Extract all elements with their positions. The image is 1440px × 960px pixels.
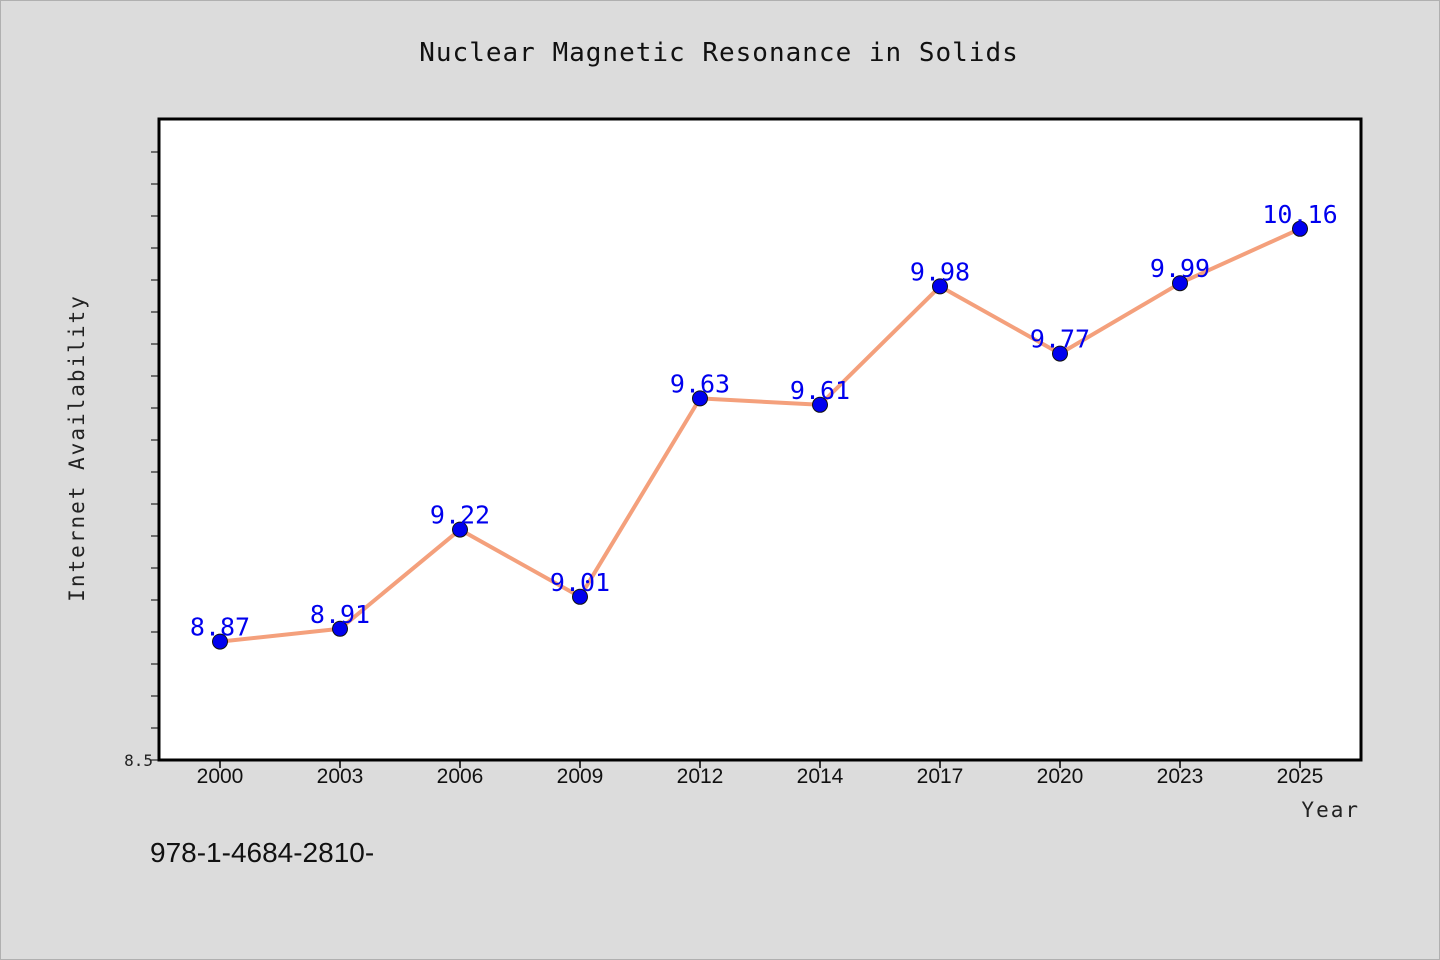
x-tick-label: 2020 <box>1037 765 1084 788</box>
x-tick-label: 2014 <box>797 765 844 788</box>
data-point <box>452 521 468 538</box>
data-label: 9.98 <box>910 257 970 286</box>
data-label: 9.01 <box>550 568 610 597</box>
data-point <box>932 278 948 295</box>
x-tick-label: 2012 <box>677 765 724 788</box>
plot-area <box>157 117 1363 762</box>
x-axis-label: Year <box>1301 798 1360 822</box>
data-point <box>332 620 348 637</box>
footer-code: 978-1-4684-2810- <box>150 837 374 868</box>
data-point <box>1052 345 1068 362</box>
x-tick-label: 2023 <box>1157 765 1204 788</box>
data-label: 9.22 <box>430 501 490 530</box>
y-axis-label: Internet Availability <box>65 294 89 602</box>
data-label: 9.61 <box>790 376 850 405</box>
data-label: 9.63 <box>670 369 730 398</box>
data-point <box>812 396 828 413</box>
x-tick-label: 2017 <box>917 765 964 788</box>
x-tick-label: 2025 <box>1277 765 1324 788</box>
y-axis-ticks <box>151 151 159 761</box>
x-tick-label: 2006 <box>437 765 484 788</box>
data-point <box>1172 275 1188 292</box>
x-axis-ticks: 2000 2003 2006 2009 2012 2014 2017 2020 2023 2025 <box>197 760 1324 788</box>
y-tick-label: 8.5 <box>124 751 153 770</box>
x-tick-label: 2009 <box>557 765 604 788</box>
chart-title: Nuclear Magnetic Resonance in Solids <box>419 38 1019 68</box>
data-label: 9.99 <box>1150 254 1210 283</box>
data-point <box>1292 220 1308 237</box>
series-group: 8.87 8.91 9.22 9.01 9.63 9.61 9.98 9.77 9.99 10.1… <box>190 200 1338 650</box>
series-line <box>219 226 1301 644</box>
data-point <box>692 390 708 407</box>
data-label: 10.16 <box>1262 200 1337 229</box>
x-tick-label: 2003 <box>317 765 364 788</box>
data-point <box>212 633 228 650</box>
data-point <box>572 588 588 605</box>
x-tick-label: 2000 <box>197 765 244 788</box>
data-label: 9.77 <box>1030 325 1090 354</box>
data-label: 8.87 <box>190 613 250 642</box>
data-label: 8.91 <box>310 600 370 629</box>
